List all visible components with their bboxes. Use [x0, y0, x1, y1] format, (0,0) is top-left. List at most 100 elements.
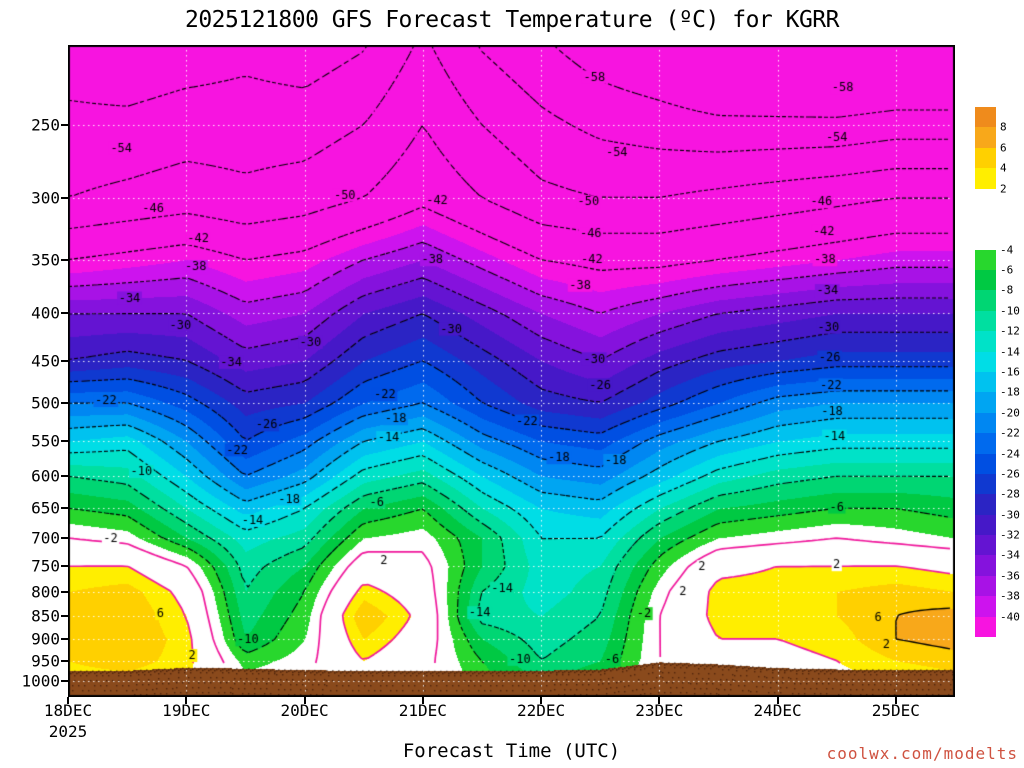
colorbar-tick-label: -20 [1000, 406, 1020, 420]
y-axis-tick-label: 1000 [21, 671, 60, 691]
colorbar-segment [975, 168, 996, 190]
colorbar-segment [975, 107, 996, 128]
y-axis-tick [61, 637, 68, 640]
y-axis-tick-label: 400 [31, 303, 60, 323]
x-axis-tick [303, 697, 306, 704]
y-axis-tick-label: 850 [31, 606, 60, 626]
y-axis-tick-label: 600 [31, 466, 60, 486]
colorbar-segment [975, 127, 996, 149]
x-axis-year-label: 2025 [48, 722, 88, 741]
colorbar-segment [975, 331, 996, 353]
colorbar-tick-label: -12 [1000, 324, 1020, 338]
y-axis-tick [61, 615, 68, 617]
y-axis-tick [61, 401, 68, 404]
x-axis-tick-label: 21DEC [398, 701, 447, 720]
colorbar-segment [975, 473, 996, 495]
colorbar-tick-label: -10 [1000, 304, 1020, 318]
y-axis-tick-label: 350 [31, 250, 60, 270]
colorbar-segment [975, 575, 996, 597]
colorbar-tick-label: -8 [1000, 283, 1014, 297]
colorbar-segment [975, 535, 996, 556]
y-axis-tick-label: 700 [31, 528, 60, 548]
colorbar-segment [975, 392, 996, 414]
colorbar-segment [975, 249, 996, 271]
y-axis-tick-label: 900 [31, 629, 60, 649]
x-axis-tick-label: 23DEC [635, 701, 684, 720]
x-axis-tick-label: 25DEC [871, 701, 920, 720]
y-axis-tick-label: 500 [31, 393, 60, 413]
y-axis-tick [61, 196, 68, 199]
x-axis-tick-label: 20DEC [280, 701, 329, 720]
colorbar-segment [975, 596, 996, 618]
y-axis-tick-label: 750 [31, 556, 60, 576]
colorbar-segment [975, 372, 996, 393]
colorbar-tick-label: 2 [1000, 182, 1007, 196]
watermark-link[interactable]: coolwx.com/modelts [826, 744, 1018, 763]
colorbar-tick-label: -26 [1000, 467, 1020, 481]
colorbar-tick-label: -40 [1000, 610, 1020, 624]
x-axis-tick [540, 697, 543, 704]
y-axis-tick-label: 300 [31, 188, 60, 208]
colorbar-tick-label: 6 [1000, 141, 1007, 155]
x-axis-tick-label: 19DEC [162, 701, 211, 720]
x-axis-tick [421, 697, 424, 704]
colorbar-tick-label: -30 [1000, 508, 1020, 522]
x-axis-tick [67, 697, 69, 704]
y-axis-tick [61, 590, 68, 593]
x-axis-tick [776, 697, 779, 704]
y-axis-tick [61, 680, 68, 683]
y-axis-tick [61, 359, 68, 362]
x-axis-tick [185, 697, 188, 704]
colorbar-segment [975, 555, 996, 577]
colorbar-segment [975, 290, 996, 312]
y-axis-tick [61, 123, 68, 126]
colorbar-segment [975, 188, 996, 251]
colorbar-tick-label: -32 [1000, 528, 1020, 542]
colorbar-tick-label: 8 [1000, 120, 1007, 134]
colorbar-tick-label: -22 [1000, 426, 1020, 440]
temperature-cross-section-plot [68, 45, 955, 697]
colorbar-tick-label: -36 [1000, 569, 1020, 583]
y-axis-tick [61, 258, 68, 261]
y-axis-tick [61, 659, 68, 662]
colorbar-tick-label: 4 [1000, 161, 1007, 175]
colorbar-segment [975, 453, 996, 475]
chart-title: 2025121800 GFS Forecast Temperature (ºC)… [184, 7, 840, 33]
colorbar-tick-label: -6 [1000, 263, 1014, 277]
x-axis-tick [658, 697, 661, 704]
colorbar-tick-label: -14 [1000, 345, 1020, 359]
y-axis-tick [61, 440, 68, 443]
y-axis-tick [61, 564, 68, 567]
colorbar-tick-label: -24 [1000, 447, 1020, 461]
y-axis-tick-label: 450 [31, 351, 60, 371]
colorbar-segment [975, 514, 996, 536]
colorbar-segment [975, 310, 996, 332]
y-axis-tick-label: 550 [31, 431, 60, 451]
colorbar-segment [975, 616, 996, 638]
colorbar-tick-label: -38 [1000, 589, 1020, 603]
colorbar-segment [975, 433, 996, 455]
y-axis-tick-label: 800 [31, 582, 60, 602]
colorbar-tick-label: -18 [1000, 385, 1020, 399]
colorbar-segment [975, 412, 996, 434]
y-axis-tick-label: 950 [31, 651, 60, 671]
y-axis-tick [61, 312, 68, 315]
y-axis-tick [61, 507, 68, 510]
colorbar-segment [975, 351, 996, 373]
colorbar-tick-label: -16 [1000, 365, 1020, 379]
colorbar-tick-label: -4 [1000, 243, 1014, 257]
colorbar-tick-label: -34 [1000, 548, 1020, 562]
colorbar-segment [975, 147, 996, 169]
colorbar-tick-label: -28 [1000, 487, 1020, 501]
y-axis-tick [61, 475, 68, 478]
x-axis-tick-label: 18DEC [43, 701, 93, 720]
x-axis-tick [894, 697, 897, 704]
y-axis-tick [61, 537, 68, 540]
x-axis-title: Forecast Time (UTC) [402, 740, 621, 762]
y-axis-tick-label: 650 [31, 498, 60, 518]
colorbar-segment [975, 270, 996, 291]
colorbar-segment [975, 494, 996, 516]
y-axis-tick-label: 250 [31, 115, 60, 135]
x-axis-tick-label: 24DEC [753, 701, 802, 720]
